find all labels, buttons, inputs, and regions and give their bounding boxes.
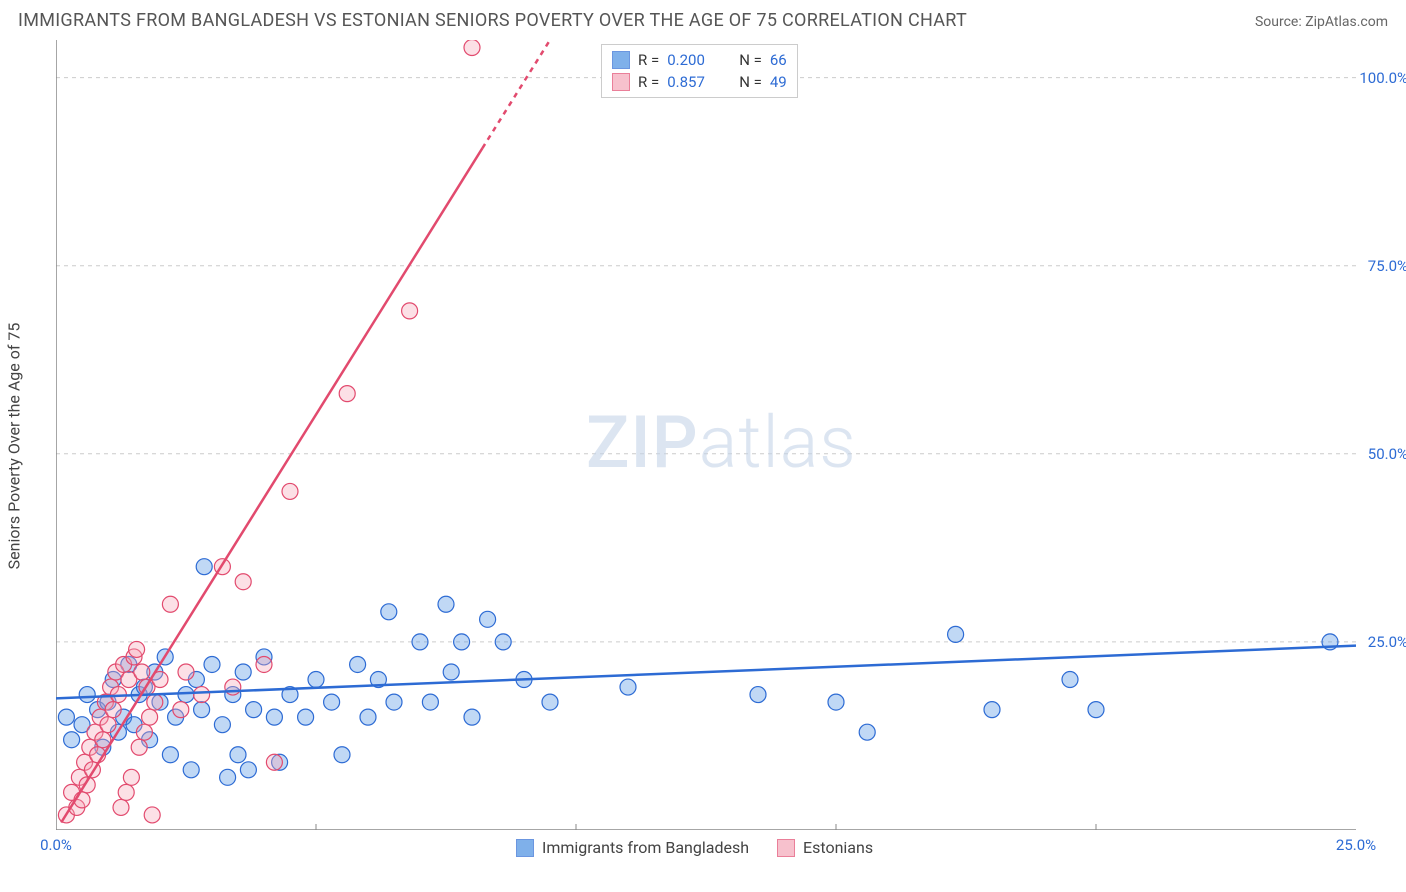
y-tick: 100.0% — [1359, 69, 1406, 87]
title-bar: IMMIGRANTS FROM BANGLADESH VS ESTONIAN S… — [18, 10, 1388, 31]
legend-item: Immigrants from Bangladesh — [516, 838, 749, 857]
x-tick: 25.0% — [1336, 836, 1376, 854]
r-value: 0.200 — [667, 51, 717, 69]
series-legend: Immigrants from Bangladesh Estonians — [516, 838, 873, 857]
legend-label: Immigrants from Bangladesh — [542, 838, 749, 857]
legend-stat-row: R = 0.857 N = 49 — [612, 71, 787, 93]
y-tick: 75.0% — [1368, 257, 1406, 275]
legend-swatch — [612, 51, 630, 69]
n-value: 49 — [770, 73, 787, 91]
y-tick: 50.0% — [1368, 445, 1406, 463]
r-label: R = — [638, 73, 659, 91]
n-label: N = — [739, 73, 762, 91]
chart-title: IMMIGRANTS FROM BANGLADESH VS ESTONIAN S… — [18, 10, 967, 31]
n-label: N = — [739, 51, 762, 69]
y-axis-label: Seniors Poverty Over the Age of 75 — [5, 323, 24, 570]
legend-swatch — [612, 73, 630, 91]
legend-stat-row: R = 0.200 N = 66 — [612, 49, 787, 71]
r-label: R = — [638, 51, 659, 69]
legend-swatch — [516, 839, 534, 857]
n-value: 66 — [770, 51, 787, 69]
scatter-plot — [56, 40, 1356, 830]
plot-container: ZIPatlas R =0.200N =66R =0.857N =49 Immi… — [56, 40, 1356, 830]
source-label: Source: ZipAtlas.com — [1255, 14, 1388, 30]
correlation-legend: R = 0.200 N = 66 R = 0.857 N = 49 — [601, 44, 798, 98]
y-tick: 25.0% — [1368, 633, 1406, 651]
legend-swatch — [777, 839, 795, 857]
x-tick: 0.0% — [40, 836, 72, 854]
legend-item: Estonians — [777, 838, 873, 857]
legend-label: Estonians — [803, 838, 873, 857]
r-value: 0.857 — [667, 73, 717, 91]
